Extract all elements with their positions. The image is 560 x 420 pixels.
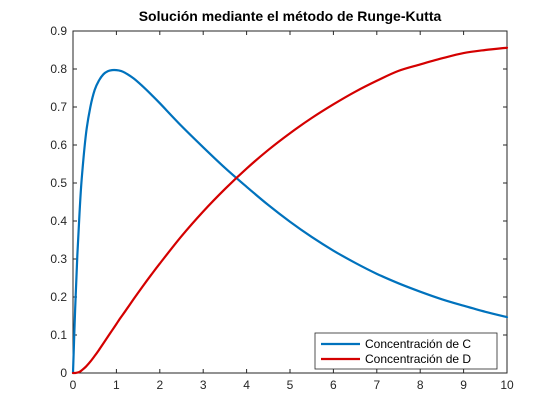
x-tick-label: 9 <box>460 378 467 392</box>
x-tick-label: 3 <box>200 378 207 392</box>
x-tick-label: 6 <box>330 378 337 392</box>
x-tick-label: 5 <box>287 378 294 392</box>
series-line-1 <box>71 68 509 375</box>
x-axis: 0 1 2 3 4 5 6 7 8 9 10 <box>70 31 514 392</box>
chart-title: Solución mediante el método de Runge-Kut… <box>139 8 442 24</box>
x-tick-label: 0 <box>70 378 77 392</box>
x-tick-label: 7 <box>373 378 380 392</box>
legend-box <box>314 332 498 370</box>
y-axis: 0 0.1 0.2 0.3 0.4 0.5 0.6 0.7 0.8 0.9 <box>50 24 507 380</box>
x-tick-label: 10 <box>500 378 514 392</box>
legend-label: Concentración de D <box>365 352 471 366</box>
x-tick-label: 4 <box>243 378 250 392</box>
y-tick-label: 0.5 <box>50 176 67 190</box>
series-layer <box>71 46 509 375</box>
y-tick-label: 0.6 <box>50 138 67 152</box>
series-line-2 <box>71 46 509 375</box>
legend-label: Concentración de C <box>365 337 471 351</box>
y-tick-label: 0 <box>60 366 67 380</box>
y-tick-label: 0.7 <box>50 100 67 114</box>
x-tick-label: 1 <box>113 378 120 392</box>
x-tick-label: 2 <box>156 378 163 392</box>
y-tick-label: 0.2 <box>50 290 67 304</box>
x-tick-label: 8 <box>417 378 424 392</box>
y-tick-label: 0.4 <box>50 214 67 228</box>
y-tick-label: 0.1 <box>50 328 67 342</box>
y-tick-label: 0.9 <box>50 24 67 38</box>
y-tick-label: 0.3 <box>50 252 67 266</box>
y-tick-label: 0.8 <box>50 62 67 76</box>
